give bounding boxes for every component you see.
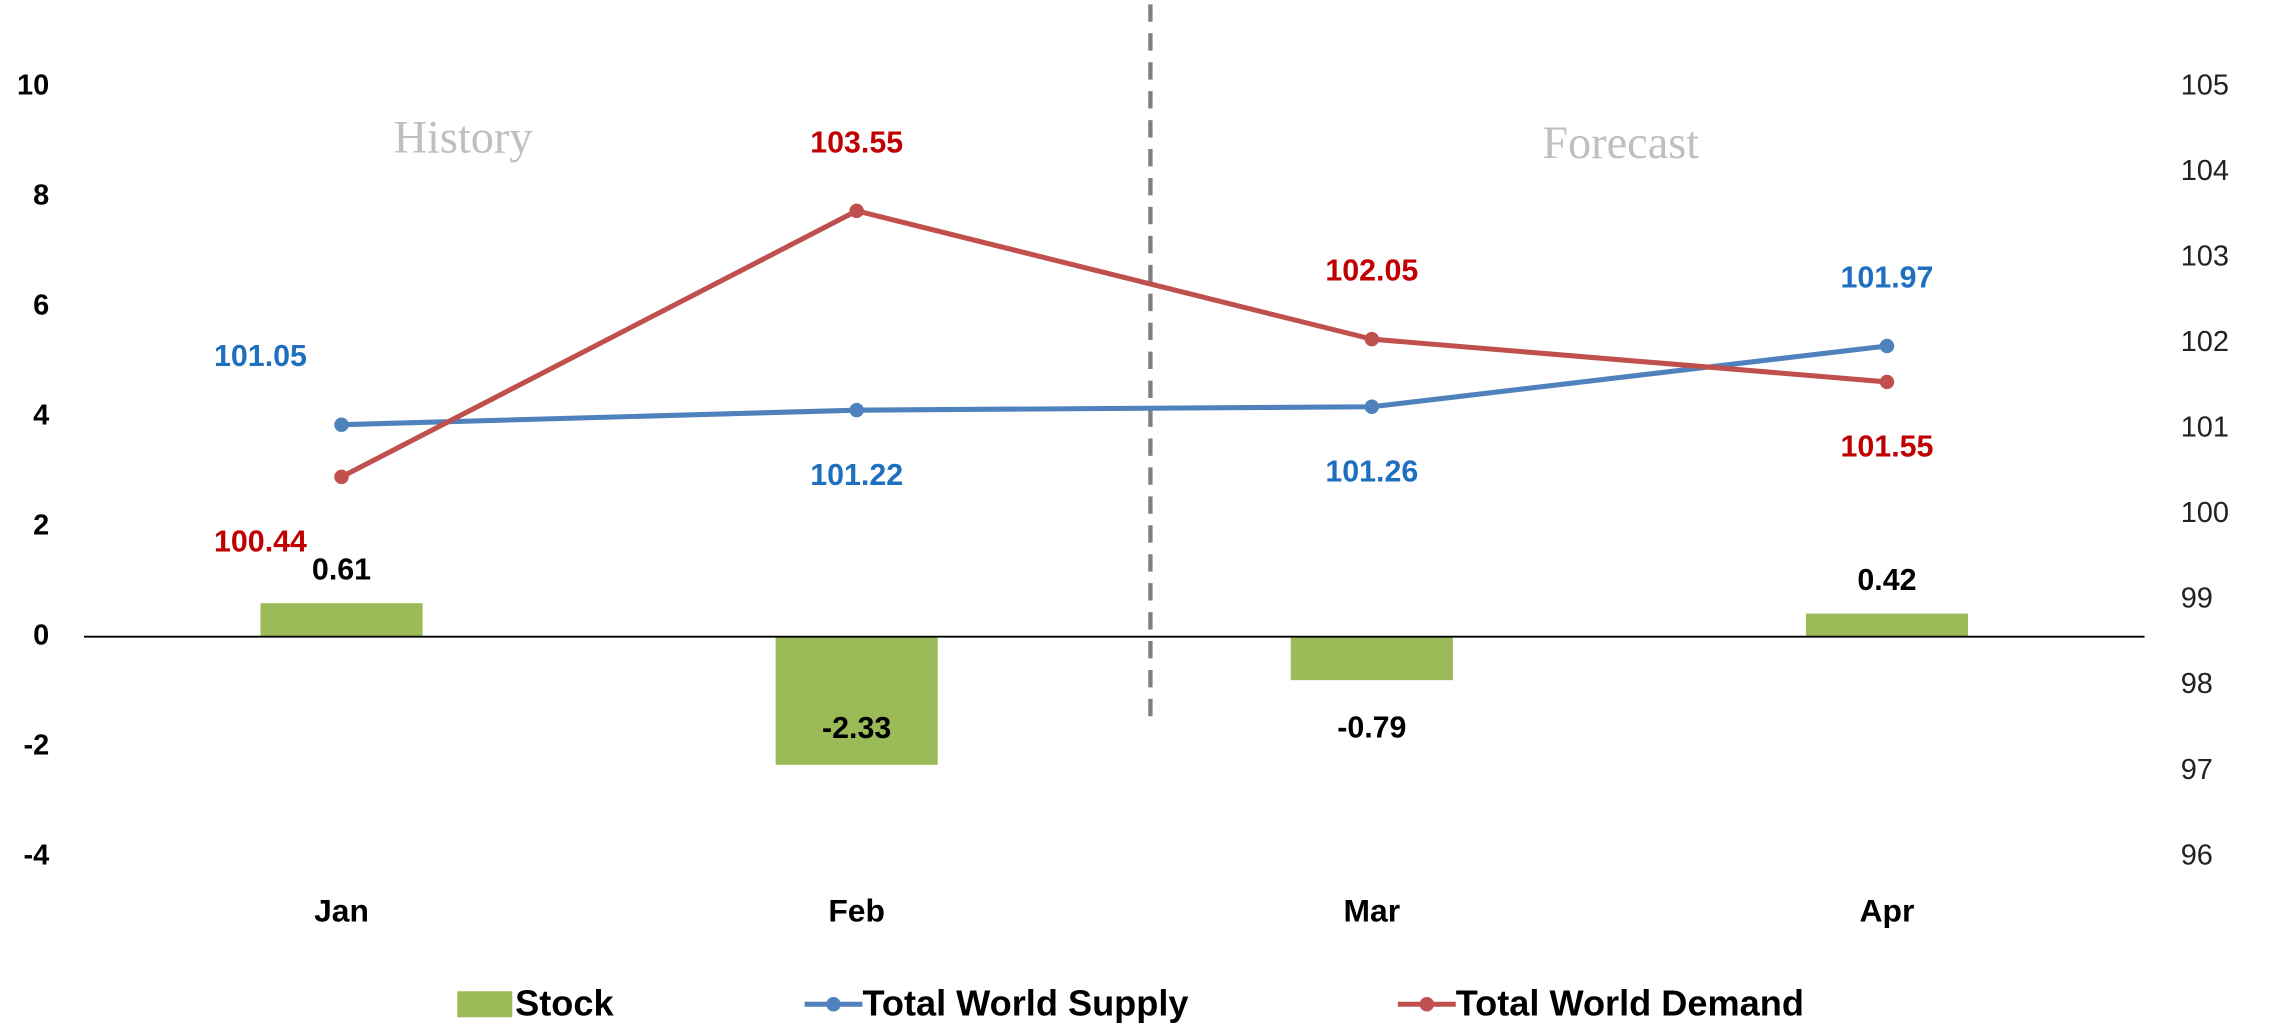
- y2-tick-label: 103: [2181, 241, 2229, 273]
- annotation: Forecast: [1542, 118, 1699, 169]
- line-point: [1879, 338, 1895, 354]
- y-tick-label: -4: [23, 839, 49, 871]
- line-value-label: 101.26: [1325, 454, 1418, 488]
- y2-tick-label: 105: [2181, 69, 2229, 101]
- line: [341, 343, 1888, 428]
- line-value-label: 101.55: [1841, 430, 1934, 464]
- legend-swatch: [1419, 997, 1435, 1012]
- y2-tick-label: 100: [2181, 497, 2229, 529]
- line-value-label: 100.44: [214, 524, 307, 558]
- line-value-label: 101.22: [810, 458, 903, 492]
- legend-label: Total World Supply: [862, 982, 1188, 1023]
- y-tick-label: 2: [33, 509, 49, 541]
- y-tick-label: 0: [33, 619, 49, 651]
- bar-value-label: 0.61: [312, 552, 371, 586]
- y2-tick-label: 101: [2181, 412, 2229, 444]
- x-tick-label: Feb: [828, 893, 885, 929]
- line-point: [334, 469, 349, 485]
- y-tick-label: 6: [33, 289, 49, 321]
- annotation: History: [394, 112, 533, 163]
- bar: [1805, 613, 1969, 637]
- y-tick-label: 8: [33, 179, 49, 211]
- legend-swatch: [457, 991, 513, 1018]
- legend-label: Stock: [515, 982, 614, 1023]
- line-value-label: 103.55: [810, 125, 903, 159]
- line-point: [849, 402, 864, 418]
- line-point: [1364, 399, 1380, 414]
- bar-value-label: -2.33: [822, 711, 891, 745]
- line-value-label: 102.05: [1325, 254, 1418, 288]
- x-tick-label: Mar: [1344, 893, 1401, 929]
- y2-tick-label: 102: [2181, 326, 2229, 358]
- line-value-label: 101.05: [214, 339, 307, 373]
- x-tick-label: Apr: [1860, 893, 1915, 929]
- y2-tick-label: 98: [2181, 668, 2213, 700]
- bar-value-label: 0.42: [1857, 563, 1916, 597]
- y2-tick-label: 104: [2181, 155, 2229, 187]
- bar: [775, 636, 938, 765]
- line-value-label: 101.97: [1841, 260, 1934, 294]
- line-point: [849, 203, 864, 219]
- y-tick-label: 10: [17, 69, 49, 101]
- bar: [1290, 636, 1453, 681]
- line-point: [334, 417, 349, 432]
- line-point: [1879, 374, 1895, 390]
- y2-tick-label: 97: [2181, 754, 2213, 786]
- x-tick-label: Jan: [314, 893, 369, 929]
- bar: [260, 603, 423, 637]
- bar-value-label: -0.79: [1337, 710, 1406, 744]
- legend-swatch: [826, 997, 841, 1012]
- y-tick-label: -2: [23, 729, 49, 761]
- line: [340, 208, 1888, 480]
- y-tick-label: 4: [33, 399, 49, 431]
- y2-tick-label: 99: [2181, 583, 2213, 615]
- line-point: [1364, 331, 1380, 347]
- y2-tick-label: 96: [2181, 839, 2213, 871]
- legend-label: Total World Demand: [1456, 982, 1804, 1023]
